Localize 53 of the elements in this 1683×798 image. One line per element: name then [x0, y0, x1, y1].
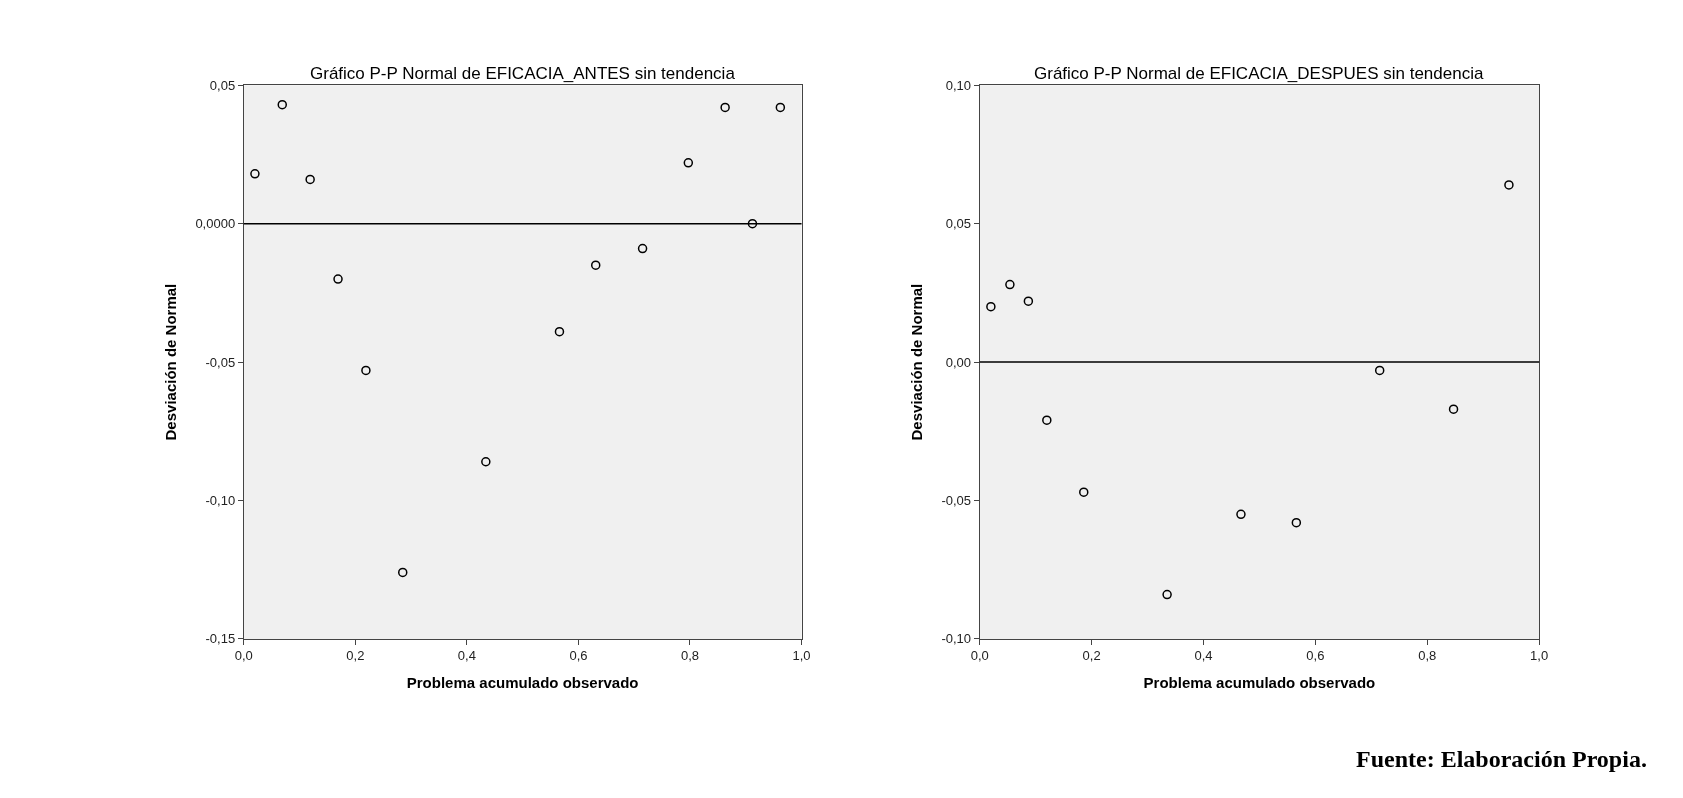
y-tick-label: -0,05 — [941, 493, 972, 509]
y-axis-title: Desviación de Normal — [161, 283, 179, 441]
point — [1236, 509, 1246, 520]
point — [1079, 487, 1089, 497]
chart-title: Gráfico P-P Normal de EFICACIA_DESPUES sin tendencia — [1034, 64, 1484, 83]
point — [1291, 517, 1302, 528]
x-tick-label: 0,0 — [970, 648, 989, 664]
x-axis-title: Problema acumulado observado — [1143, 674, 1376, 692]
y-tick-label: 0,0000 — [195, 216, 236, 232]
x-tick-label: 1,0 — [1530, 648, 1549, 664]
y-tick-label: 0,05 — [209, 77, 236, 93]
x-tick-label: 0,6 — [1306, 648, 1325, 664]
point — [361, 365, 371, 376]
point — [720, 102, 730, 113]
point — [1023, 296, 1034, 306]
x-tick-label: 1,0 — [792, 648, 811, 664]
y-tick-label: -0,15 — [205, 631, 236, 647]
point — [1162, 589, 1172, 600]
point — [277, 99, 288, 110]
x-tick-label: 0,6 — [569, 648, 588, 664]
point — [1448, 404, 1459, 414]
point — [1504, 180, 1514, 190]
y-axis-title: Desviación de Normal — [907, 283, 925, 441]
point — [1374, 365, 1385, 376]
y-tick-label: 0,05 — [945, 216, 972, 232]
point — [590, 260, 601, 270]
x-tick-label: 0,2 — [346, 648, 365, 664]
point — [986, 301, 996, 312]
y-tick-label: -0,10 — [941, 631, 972, 647]
point — [250, 169, 260, 179]
y-tick-label: 0,00 — [945, 354, 972, 370]
point — [683, 158, 694, 168]
point — [775, 102, 786, 113]
y-tick-label: -0,05 — [205, 354, 236, 370]
point — [637, 243, 648, 254]
point — [481, 456, 491, 467]
x-tick-label: 0,4 — [457, 648, 476, 664]
point — [554, 326, 565, 337]
point — [1042, 415, 1052, 425]
point — [333, 274, 343, 284]
x-tick-label: 0,0 — [234, 648, 253, 664]
point — [397, 567, 408, 578]
x-axis-title: Problema acumulado observado — [406, 674, 639, 692]
point — [1005, 279, 1015, 290]
x-tick-label: 0,4 — [1194, 648, 1213, 664]
x-tick-label: 0,8 — [680, 648, 700, 664]
chart-title: Gráfico P-P Normal de EFICACIA_ANTES sin tendencia — [310, 64, 736, 83]
point — [305, 174, 315, 185]
x-tick-label: 0,8 — [1418, 648, 1437, 664]
x-tick-label: 0,2 — [1082, 648, 1101, 664]
source-note: Fuente: Elaboración Propia. — [1356, 746, 1647, 772]
y-tick-label: -0,10 — [205, 493, 236, 509]
y-tick-label: 0,10 — [945, 77, 972, 93]
